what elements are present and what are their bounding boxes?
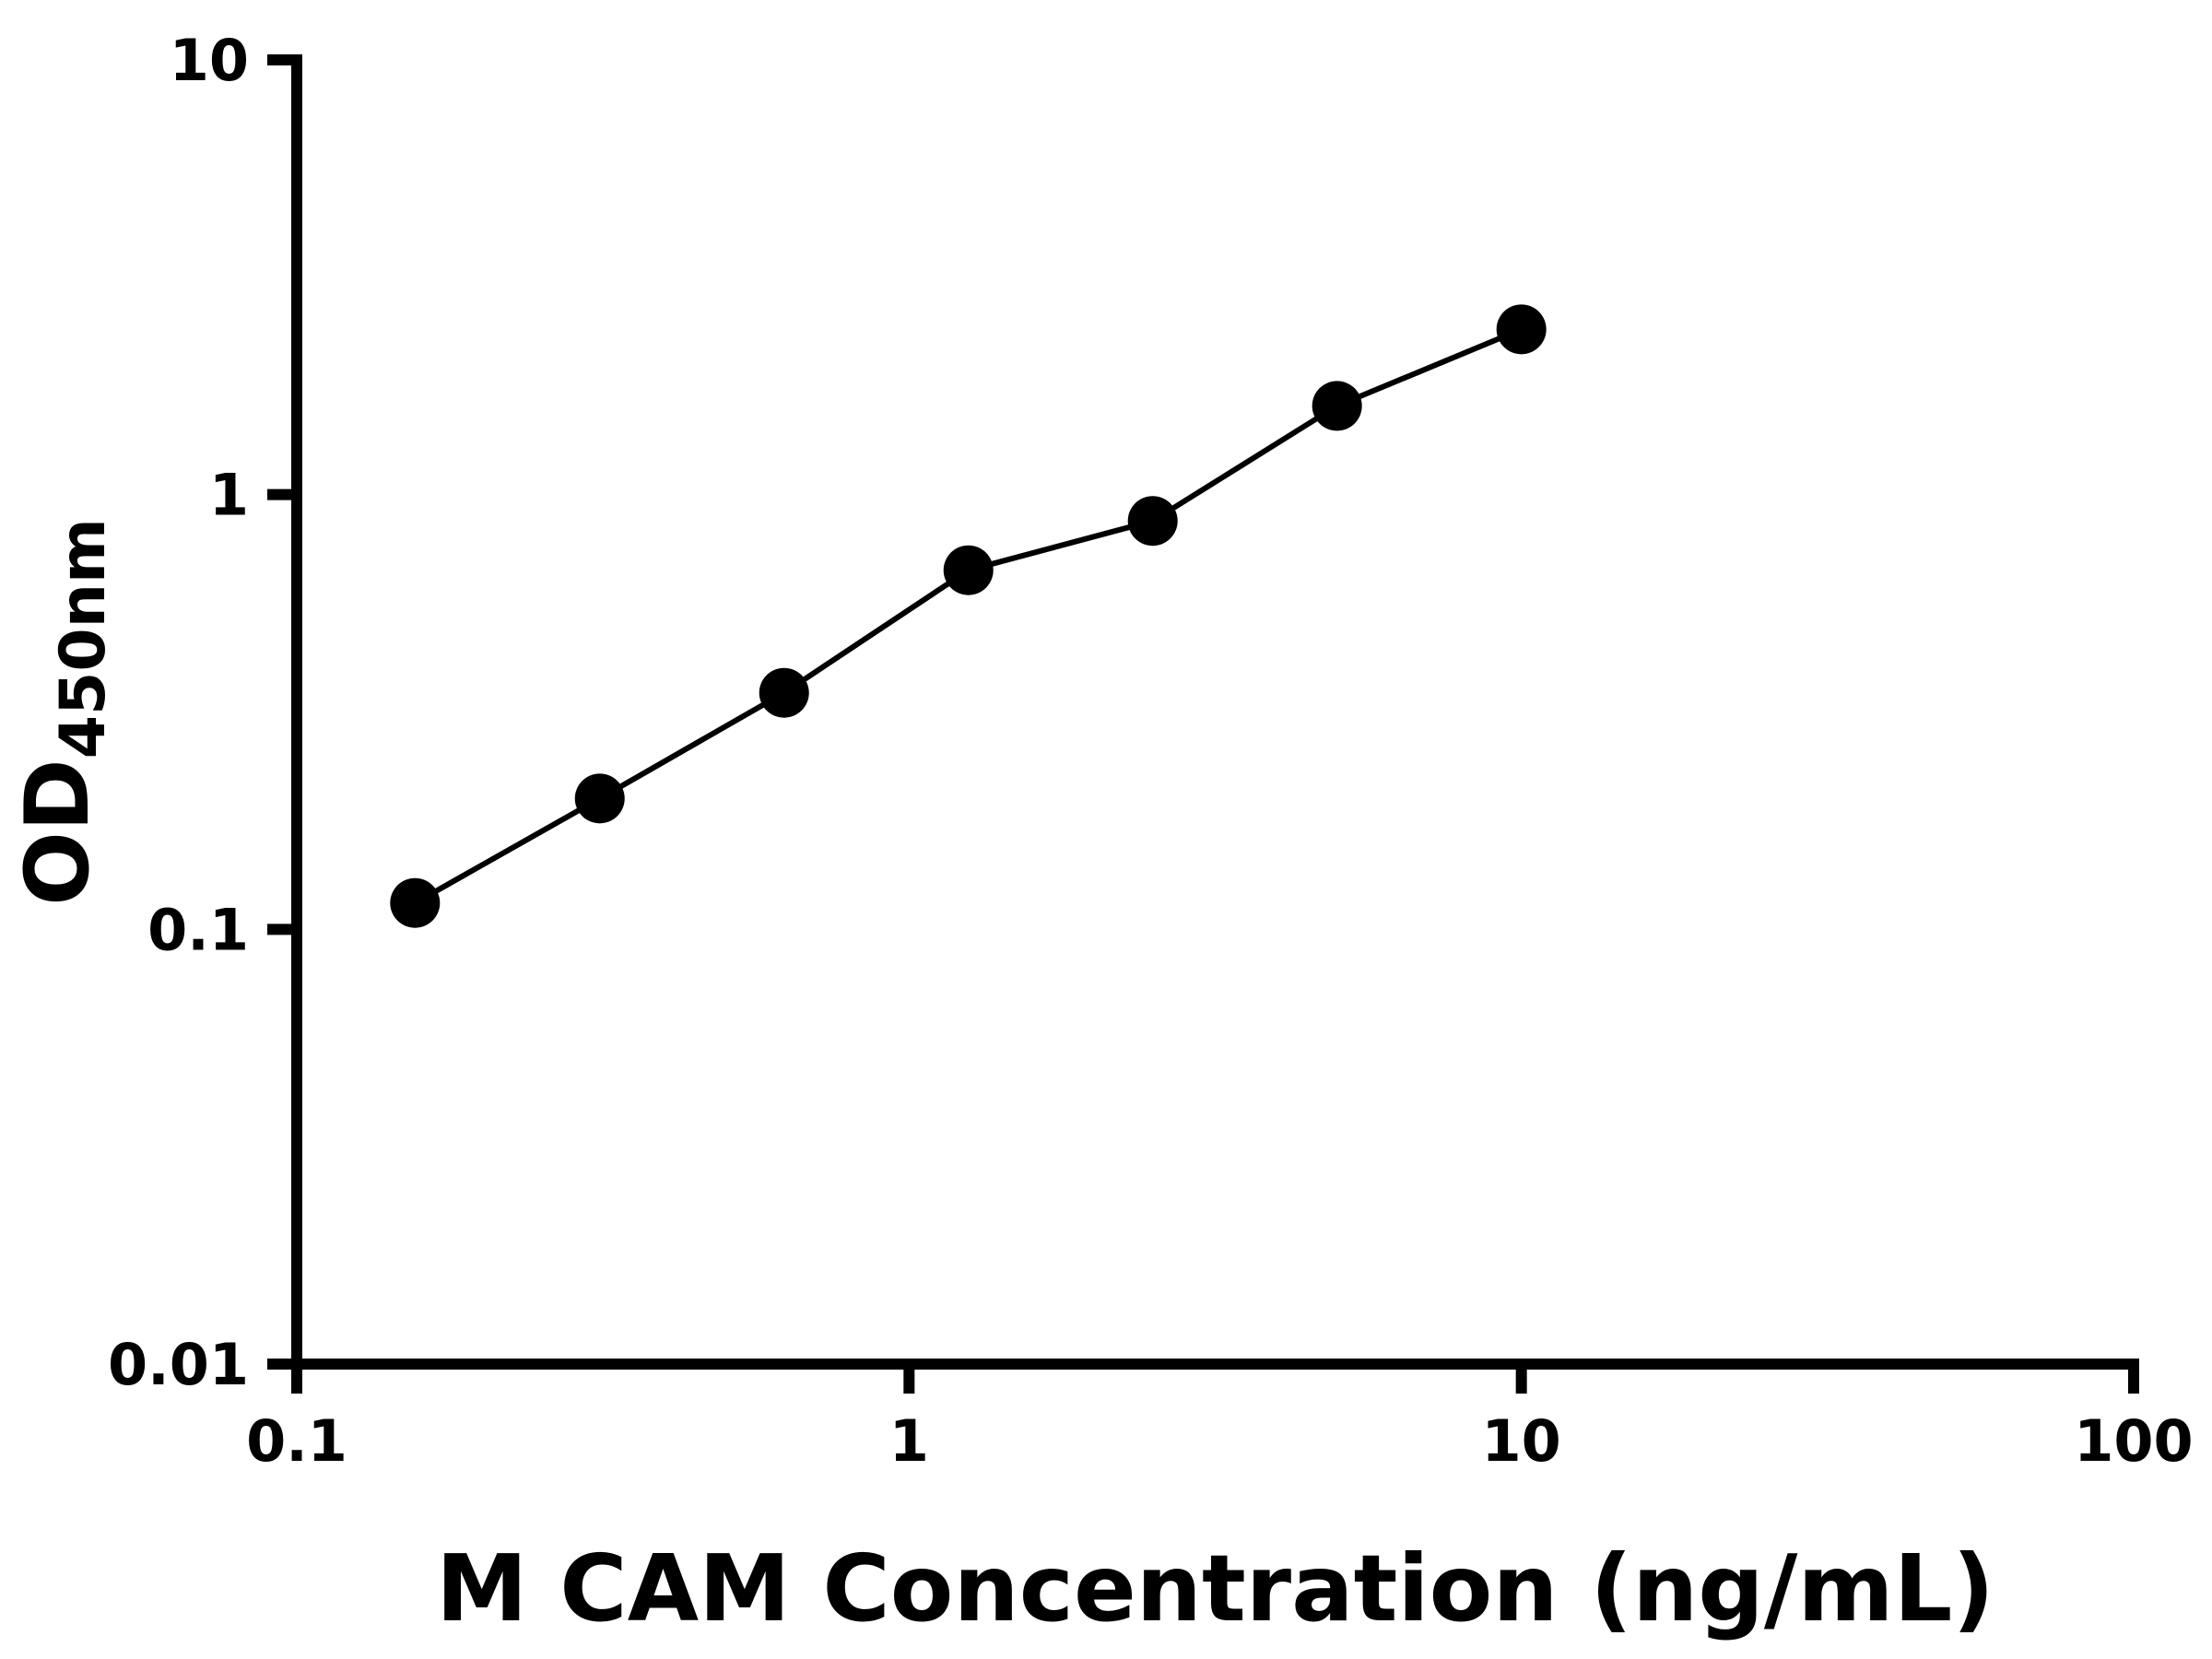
data-point-marker <box>1127 496 1178 547</box>
data-point-marker <box>759 667 809 718</box>
y-tick-label: 0.1 <box>147 896 249 963</box>
data-point-marker <box>943 545 994 595</box>
y-tick-label: 1 <box>209 462 249 529</box>
data-point-marker <box>390 877 441 928</box>
x-axis-title: M CAM Concentration (ng/mL) <box>436 1535 1994 1642</box>
x-tick-label: 1 <box>889 1407 929 1475</box>
data-point-marker <box>574 773 625 824</box>
x-tick-label: 10 <box>1482 1407 1561 1475</box>
y-axis-title-subscript: 450nm <box>47 518 120 759</box>
data-point-marker <box>1312 381 1362 431</box>
data-point-marker <box>1496 304 1547 355</box>
x-tick-label: 100 <box>2074 1407 2193 1475</box>
y-tick-label: 10 <box>170 27 249 94</box>
y-tick-label: 0.01 <box>108 1331 249 1398</box>
y-axis-title-main: OD <box>7 759 109 906</box>
y-axis-title: OD450nm <box>7 518 120 906</box>
axes-frame <box>291 54 2139 1370</box>
x-tick-label: 0.1 <box>246 1407 347 1475</box>
